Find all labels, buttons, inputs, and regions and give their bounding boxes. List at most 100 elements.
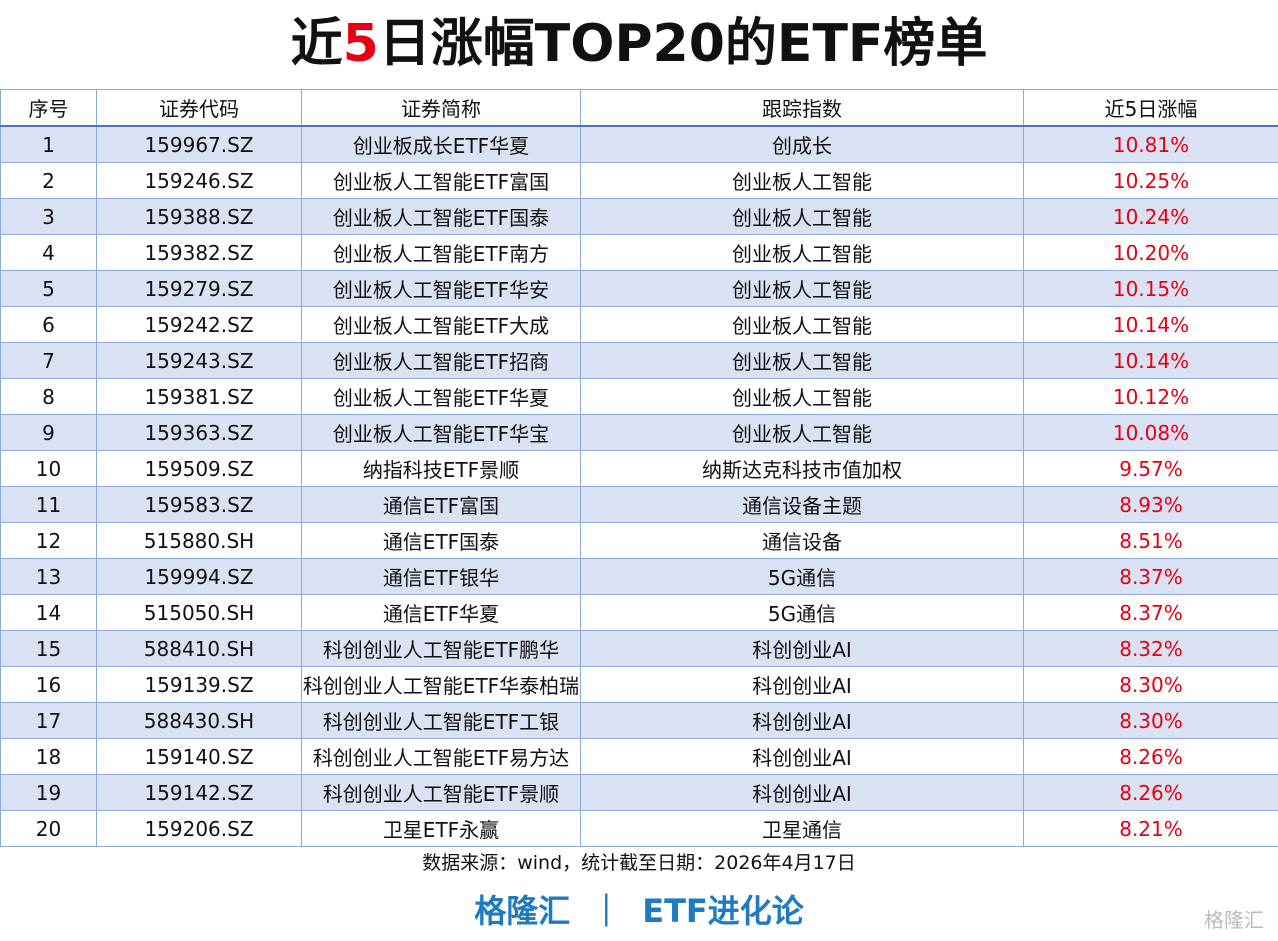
table-cell: 10.81% (1023, 125, 1278, 163)
table-cell: 纳斯达克科技市值加权 (580, 450, 1024, 487)
table-cell: 12 (0, 522, 97, 559)
table-cell: 科创创业人工智能ETF鹏华 (301, 630, 581, 667)
table-cell: 10 (0, 450, 97, 487)
table-cell: 588430.SH (96, 702, 302, 739)
table-cell: 通信ETF华夏 (301, 594, 581, 631)
table-row: 18 159140.SZ 科创创业人工智能ETF易方达 科创创业AI 8.26% (0, 738, 1278, 775)
table-cell: 159381.SZ (96, 378, 302, 415)
table-cell: 10.14% (1023, 342, 1278, 379)
table-cell: 1 (0, 125, 97, 163)
table-cell: 创业板人工智能ETF招商 (301, 342, 581, 379)
title: 近5日涨幅TOP20的ETF榜单 (0, 4, 1278, 84)
table-cell: 创业板人工智能 (580, 162, 1024, 199)
table-cell: 4 (0, 234, 97, 271)
table-cell: 14 (0, 594, 97, 631)
column-name: ETF进化论 (642, 892, 804, 930)
table-cell: 159509.SZ (96, 450, 302, 487)
table-cell: 通信ETF银华 (301, 558, 581, 595)
table-cell: 20 (0, 810, 97, 847)
table-row: 9 159363.SZ 创业板人工智能ETF华宝 创业板人工智能 10.08% (0, 414, 1278, 451)
table-cell: 创成长 (580, 125, 1024, 163)
table-cell: 科创创业人工智能ETF工银 (301, 702, 581, 739)
table-cell: 8.26% (1023, 774, 1278, 811)
table-cell: 创业板人工智能 (580, 234, 1024, 271)
table-cell: 159206.SZ (96, 810, 302, 847)
table-row: 11 159583.SZ 通信ETF富国 通信设备主题 8.93% (0, 486, 1278, 523)
watermark: 格隆汇 (1204, 908, 1264, 932)
table-row: 3 159388.SZ 创业板人工智能ETF国泰 创业板人工智能 10.24% (0, 198, 1278, 235)
table-cell: 创业板人工智能 (580, 414, 1024, 451)
table-cell: 159246.SZ (96, 162, 302, 199)
column-header: 证券简称 (301, 89, 581, 127)
table-cell: 159279.SZ (96, 270, 302, 307)
table-cell: 8.51% (1023, 522, 1278, 559)
table-row: 10 159509.SZ 纳指科技ETF景顺 纳斯达克科技市值加权 9.57% (0, 450, 1278, 487)
table-cell: 2 (0, 162, 97, 199)
table-cell: 10.24% (1023, 198, 1278, 235)
table-row: 13 159994.SZ 通信ETF银华 5G通信 8.37% (0, 558, 1278, 595)
table-cell: 159142.SZ (96, 774, 302, 811)
table-cell: 创业板人工智能ETF国泰 (301, 198, 581, 235)
table-cell: 15 (0, 630, 97, 667)
table-row: 6 159242.SZ 创业板人工智能ETF大成 创业板人工智能 10.14% (0, 306, 1278, 343)
table-cell: 创业板人工智能ETF南方 (301, 234, 581, 271)
table-cell: 创业板人工智能 (580, 306, 1024, 343)
table-cell: 159382.SZ (96, 234, 302, 271)
brand-name: 格隆汇 (474, 892, 571, 930)
table-cell: 159583.SZ (96, 486, 302, 523)
table-cell: 159139.SZ (96, 666, 302, 703)
table-cell: 159140.SZ (96, 738, 302, 775)
brand: 格隆汇 ｜ ETF进化论 (0, 886, 1278, 936)
table-cell: 159363.SZ (96, 414, 302, 451)
table-cell: 515880.SH (96, 522, 302, 559)
table-cell: 10.12% (1023, 378, 1278, 415)
column-header: 证券代码 (96, 89, 302, 127)
table-cell: 159243.SZ (96, 342, 302, 379)
table-cell: 卫星通信 (580, 810, 1024, 847)
table-cell: 创业板人工智能 (580, 198, 1024, 235)
title-part: 近 (290, 14, 343, 74)
table-cell: 8.26% (1023, 738, 1278, 775)
table-row: 20 159206.SZ 卫星ETF永赢 卫星通信 8.21% (0, 810, 1278, 847)
table-row: 16 159139.SZ 科创创业人工智能ETF华泰柏瑞 科创创业AI 8.30% (0, 666, 1278, 703)
table-cell: 8.21% (1023, 810, 1278, 847)
table-cell: 5G通信 (580, 594, 1024, 631)
table-cell: 515050.SH (96, 594, 302, 631)
table-cell: 19 (0, 774, 97, 811)
table-cell: 9 (0, 414, 97, 451)
table-cell: 科创创业AI (580, 738, 1024, 775)
table-cell: 卫星ETF永赢 (301, 810, 581, 847)
table-cell: 6 (0, 306, 97, 343)
table-row: 17 588430.SH 科创创业人工智能ETF工银 科创创业AI 8.30% (0, 702, 1278, 739)
table-cell: 8.32% (1023, 630, 1278, 667)
table-cell: 5 (0, 270, 97, 307)
title-part: 日涨幅TOP20的ETF榜单 (378, 14, 988, 74)
table-cell: 17 (0, 702, 97, 739)
table-cell: 13 (0, 558, 97, 595)
table-cell: 通信设备主题 (580, 486, 1024, 523)
table-cell: 科创创业人工智能ETF易方达 (301, 738, 581, 775)
table-row: 12 515880.SH 通信ETF国泰 通信设备 8.51% (0, 522, 1278, 559)
table-row: 14 515050.SH 通信ETF华夏 5G通信 8.37% (0, 594, 1278, 631)
separator: ｜ (590, 892, 623, 930)
table-cell: 创业板人工智能 (580, 378, 1024, 415)
source-note: 数据来源：wind，统计截至日期：2026年4月17日 (422, 852, 856, 874)
table-body: 1 159967.SZ 创业板成长ETF华夏 创成长 10.81% 2 159246.SZ 创… (0, 125, 1278, 847)
table-cell: 159242.SZ (96, 306, 302, 343)
table-cell: 创业板人工智能ETF华宝 (301, 414, 581, 451)
table-row: 8 159381.SZ 创业板人工智能ETF华夏 创业板人工智能 10.12% (0, 378, 1278, 415)
table-cell: 创业板人工智能 (580, 270, 1024, 307)
table-cell: 通信ETF国泰 (301, 522, 581, 559)
table-cell: 159967.SZ (96, 125, 302, 163)
table-cell: 创业板人工智能ETF大成 (301, 306, 581, 343)
column-header: 序号 (0, 89, 97, 127)
column-header: 跟踪指数 (580, 89, 1024, 127)
table-cell: 8.37% (1023, 594, 1278, 631)
table-row: 1 159967.SZ 创业板成长ETF华夏 创成长 10.81% (0, 125, 1278, 163)
table-cell: 创业板人工智能ETF富国 (301, 162, 581, 199)
header-row: 序号 证券代码 证券简称 跟踪指数 近5日涨幅 (0, 89, 1278, 127)
table-cell: 8.30% (1023, 702, 1278, 739)
table-cell: 8.37% (1023, 558, 1278, 595)
table-row: 4 159382.SZ 创业板人工智能ETF南方 创业板人工智能 10.20% (0, 234, 1278, 271)
